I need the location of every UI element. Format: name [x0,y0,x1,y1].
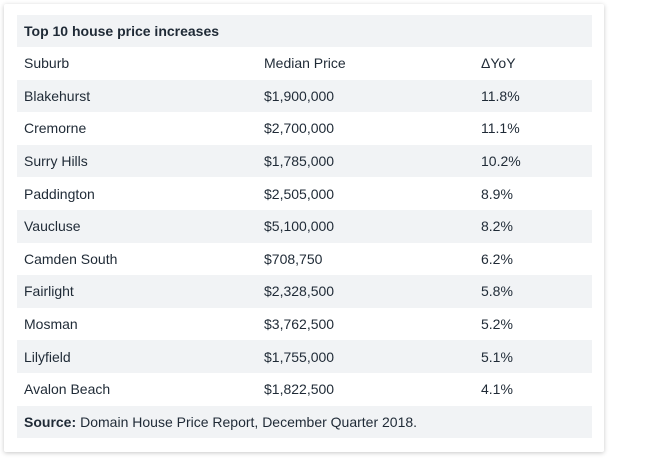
cell-suburb: Cremorne [24,120,87,137]
cell-suburb: Lilyfield [24,348,71,365]
cell-suburb: Surry Hills [24,153,88,170]
cell-price: $1,755,000 [264,348,335,365]
table-source: Source: Domain House Price Report, Decem… [17,405,592,438]
table-title: Top 10 house price increases [17,15,592,47]
table-row: Mosman $3,762,500 5.2% [17,308,592,341]
cell-yoy: 5.1% [481,348,513,365]
price-table-card: Top 10 house price increases Suburb Medi… [4,4,604,452]
cell-yoy: 5.2% [481,316,513,333]
price-table: Top 10 house price increases Suburb Medi… [17,15,592,438]
cell-suburb: Vaucluse [24,218,81,235]
header-yoy: ΔYoY [481,55,516,72]
table-row: Surry Hills $1,785,000 10.2% [17,144,592,178]
cell-yoy: 8.2% [481,218,513,235]
cell-price: $1,900,000 [264,87,335,104]
header-median-price: Median Price [264,55,346,72]
cell-price: $1,822,500 [264,381,335,398]
cell-price: $3,762,500 [264,316,335,333]
table-row: Fairlight $2,328,500 5.8% [17,275,592,308]
cell-price: $2,700,000 [264,120,335,137]
table-row: Cremorne $2,700,000 11.1% [17,112,592,145]
source-label: Source: [24,413,77,430]
cell-price: $1,785,000 [264,153,335,170]
cell-suburb: Fairlight [24,283,74,300]
source-text: Domain House Price Report, December Quar… [80,413,418,430]
cell-suburb: Paddington [24,185,95,202]
cell-yoy: 6.2% [481,250,513,267]
cell-yoy: 8.9% [481,185,513,202]
cell-suburb: Camden South [24,250,118,267]
table-row: Camden South $708,750 6.2% [17,243,592,276]
cell-yoy: 5.8% [481,283,513,300]
header-suburb: Suburb [24,55,70,72]
cell-suburb: Blakehurst [24,87,91,104]
cell-yoy: 11.1% [481,120,520,137]
cell-suburb: Mosman [24,316,78,333]
cell-price: $2,505,000 [264,185,335,202]
table-row: Paddington $2,505,000 8.9% [17,177,592,210]
cell-yoy: 10.2% [481,153,521,170]
cell-price: $708,750 [264,250,323,267]
header-row: Suburb Median Price ΔYoY [17,47,592,80]
table-row: Lilyfield $1,755,000 5.1% [17,340,592,373]
table-row: Vaucluse $5,100,000 8.2% [17,209,592,243]
cell-yoy: 4.1% [481,381,513,398]
table-row: Avalon Beach $1,822,500 4.1% [17,373,592,406]
cell-suburb: Avalon Beach [24,381,111,398]
cell-price: $2,328,500 [264,283,335,300]
table-row: Blakehurst $1,900,000 11.8% [17,79,592,113]
cell-yoy: 11.8% [481,87,520,104]
cell-price: $5,100,000 [264,218,335,235]
